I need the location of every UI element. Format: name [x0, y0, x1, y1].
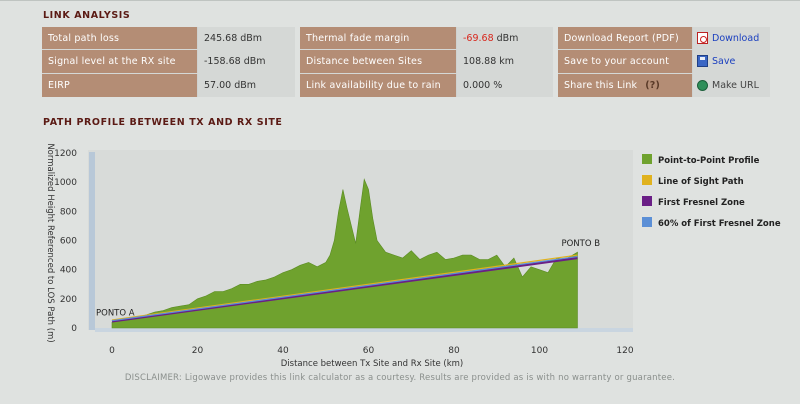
fade-margin-label: Thermal fade margin	[300, 27, 457, 50]
path-profile-title: PATH PROFILE BETWEEN TX AND RX SITE	[43, 117, 283, 128]
total-path-loss-label: Total path loss	[42, 27, 198, 50]
legend-swatch	[642, 154, 652, 164]
legend-label: 60% of First Fresnel Zone	[658, 219, 781, 229]
save-link[interactable]: Save	[712, 55, 736, 67]
legend-label: Point-to-Point Profile	[658, 156, 760, 166]
x-tick-label: 60	[363, 346, 375, 356]
fade-margin-value: -69.68	[463, 32, 494, 44]
table-row: Share this Link (?) Make URL	[558, 73, 770, 97]
y-axis-bar	[89, 152, 95, 330]
x-tick-label: 40	[277, 346, 289, 356]
save-account-label: Save to your account	[558, 50, 693, 73]
legend-label: Line of Sight Path	[658, 177, 744, 187]
y-axis-title: Normalized Height Referenced to LOS Path…	[45, 143, 55, 342]
link-loss-table: Total path loss 245.68 dBm Signal level …	[42, 27, 295, 97]
fade-margin-cell: -69.68 dBm	[457, 27, 553, 50]
legend-swatch	[642, 175, 652, 185]
distance-value: 108.88 km	[457, 50, 553, 73]
rain-availability-value: 0.000 %	[457, 73, 553, 97]
signal-level-label: Signal level at the RX site	[42, 50, 198, 73]
legend-swatch	[642, 196, 652, 206]
y-tick-label: 1200	[54, 149, 77, 159]
table-row: EIRP 57.00 dBm	[42, 73, 295, 97]
x-axis-bar	[95, 328, 633, 332]
y-tick-label: 0	[71, 324, 77, 334]
share-help-link[interactable]: (?)	[645, 79, 661, 91]
save-icon	[697, 55, 708, 68]
path-profile-chart: Normalized Height Referenced to LOS Path…	[45, 143, 781, 369]
table-row: Distance between Sites 108.88 km	[300, 50, 553, 74]
terrain-profile-area	[111, 178, 578, 329]
share-link-label: Share this Link (?)	[558, 73, 693, 97]
table-row: Thermal fade margin -69.68 dBm	[300, 27, 553, 51]
table-row: Total path loss 245.68 dBm	[42, 27, 295, 51]
ponto-b-label: PONTO B	[561, 239, 600, 249]
line-of-sight-path	[111, 254, 578, 321]
eirp-label: EIRP	[42, 73, 198, 97]
y-tick-label: 400	[60, 266, 77, 276]
legend-label: First Fresnel Zone	[658, 198, 745, 208]
y-tick-label: 200	[60, 295, 77, 305]
fade-margin-unit: dBm	[496, 32, 519, 44]
share-link-text: Share this Link	[564, 79, 638, 91]
x-tick-label: 80	[448, 346, 460, 356]
download-link[interactable]: Download	[712, 32, 760, 44]
sixty-percent-fresnel-zone	[111, 255, 578, 322]
y-tick-label: 600	[60, 237, 77, 247]
x-tick-label: 120	[616, 346, 633, 356]
save-button[interactable]: Save	[693, 50, 770, 73]
make-url-button[interactable]: Make URL	[693, 73, 770, 97]
actions-table: Download Report (PDF) Download Save to y…	[558, 27, 770, 97]
download-button[interactable]: Download	[693, 27, 770, 50]
x-tick-label: 100	[531, 346, 548, 356]
signal-level-value: -158.68 dBm	[198, 50, 295, 73]
x-axis-title: Distance between Tx Site and Rx Site (km…	[281, 359, 463, 369]
distance-label: Distance between Sites	[300, 50, 457, 73]
x-tick-label: 20	[192, 346, 204, 356]
y-tick-label: 800	[60, 207, 77, 217]
disclaimer-text: DISCLAIMER: Ligowave provides this link …	[124, 373, 676, 383]
table-row: Signal level at the RX site -158.68 dBm	[42, 50, 295, 74]
total-path-loss-value: 245.68 dBm	[198, 27, 295, 50]
table-row: Download Report (PDF) Download	[558, 27, 770, 51]
legend-swatch	[642, 217, 652, 227]
link-margin-table: Thermal fade margin -69.68 dBm Distance …	[300, 27, 553, 97]
table-row: Link availability due to rain 0.000 %	[300, 73, 553, 97]
first-fresnel-zone	[111, 256, 578, 323]
make-url-link[interactable]: Make URL	[712, 79, 759, 91]
rain-availability-label: Link availability due to rain	[300, 73, 457, 97]
x-tick-label: 0	[109, 346, 115, 356]
y-tick-label: 1000	[54, 178, 77, 188]
eirp-value: 57.00 dBm	[198, 73, 295, 97]
table-row: Save to your account Save	[558, 50, 770, 74]
ponto-a-label: PONTO A	[96, 308, 135, 318]
download-report-label: Download Report (PDF)	[558, 27, 693, 50]
pdf-icon	[697, 32, 708, 45]
globe-icon	[697, 79, 708, 91]
link-analysis-title: LINK ANALYSIS	[43, 10, 131, 21]
